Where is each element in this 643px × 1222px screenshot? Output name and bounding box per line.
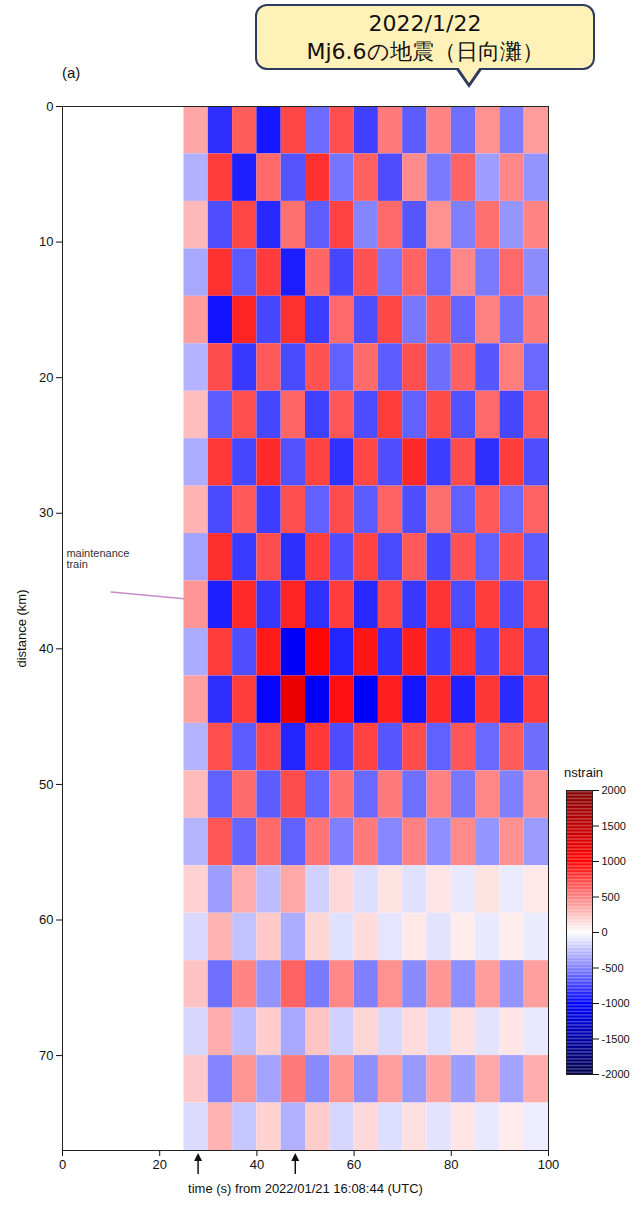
svg-text:1500: 1500 (602, 820, 626, 832)
svg-text:40: 40 (250, 1157, 264, 1172)
html-text:2022/1/22: 2022/1/22 (368, 11, 482, 36)
svg-text:-1000: -1000 (602, 997, 630, 1009)
html-text:(a): (a) (62, 64, 81, 81)
svg-text:-500: -500 (602, 962, 624, 974)
svg-text:80: 80 (444, 1157, 458, 1172)
svg-text:50: 50 (39, 777, 53, 792)
svg-text:-1500: -1500 (602, 1033, 630, 1045)
svg-text:20: 20 (152, 1157, 166, 1172)
svg-text:60: 60 (347, 1157, 361, 1172)
svg-text:60: 60 (39, 912, 53, 927)
svg-text:100: 100 (538, 1157, 560, 1172)
svg-text:1000: 1000 (602, 855, 626, 867)
svg-text:10: 10 (39, 234, 53, 249)
svg-text:distance (km): distance (km) (14, 589, 29, 667)
html-text:Mj6.6の地震（日向灘）: Mj6.6の地震（日向灘） (306, 39, 544, 64)
svg-text:0: 0 (602, 926, 608, 938)
html-text:nstrain: nstrain (564, 765, 603, 780)
svg-text:time (s) from 2022/01/21 16:08: time (s) from 2022/01/21 16:08:44 (UTC) (188, 1181, 423, 1196)
svg-text:-2000: -2000 (602, 1068, 630, 1080)
svg-text:0: 0 (46, 99, 53, 114)
svg-text:maintenancetrain: maintenancetrain (66, 547, 129, 570)
svg-text:40: 40 (39, 641, 53, 656)
svg-text:500: 500 (602, 891, 620, 903)
svg-text:30: 30 (39, 505, 53, 520)
svg-text:2000: 2000 (602, 784, 626, 796)
svg-text:20: 20 (39, 370, 53, 385)
svg-text:0: 0 (59, 1157, 66, 1172)
svg-text:70: 70 (39, 1048, 53, 1063)
